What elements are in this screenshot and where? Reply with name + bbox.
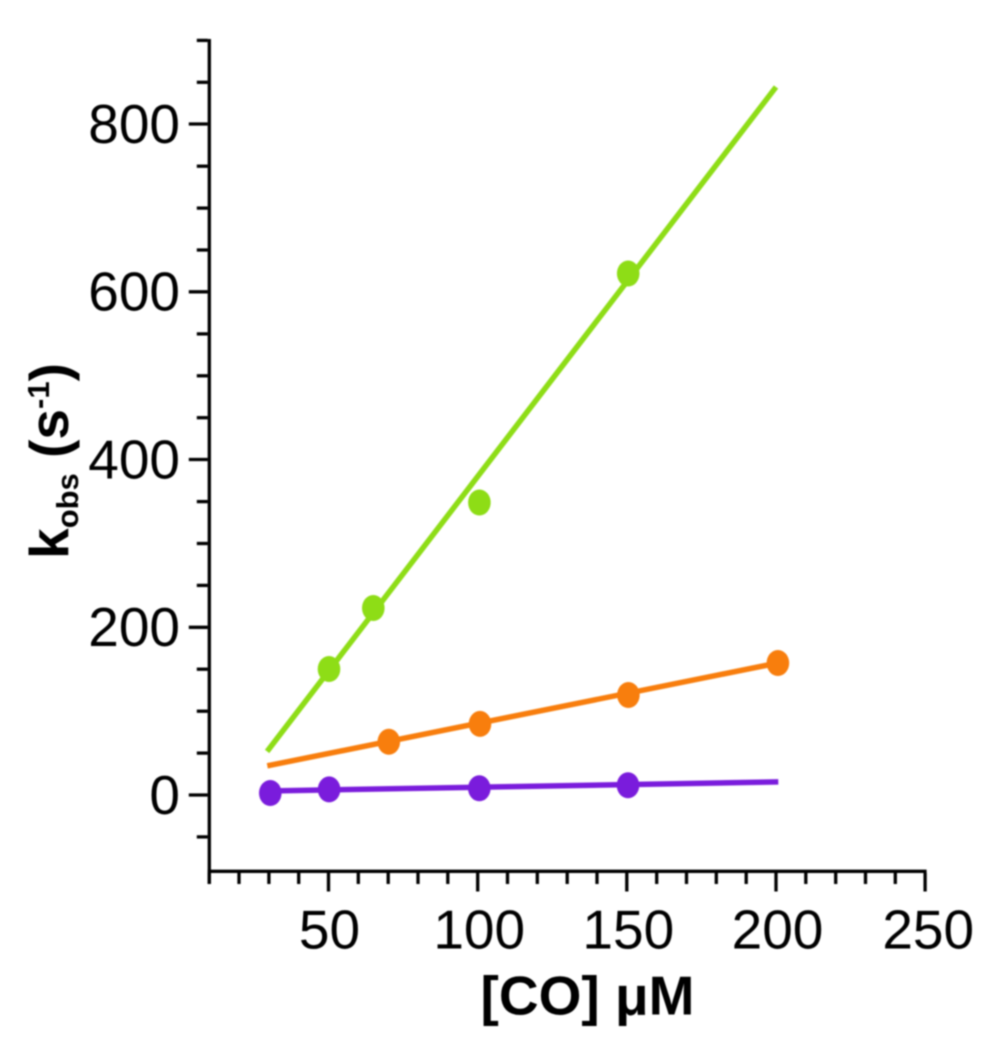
svg-text:100: 100: [433, 899, 525, 961]
svg-text:250: 250: [882, 899, 974, 961]
svg-text:200: 200: [732, 899, 824, 961]
svg-text:400: 400: [88, 428, 180, 490]
svg-text:[CO] μM: [CO] μM: [481, 965, 695, 1027]
svg-text:0: 0: [149, 764, 180, 826]
svg-text:50: 50: [299, 899, 360, 961]
svg-text:800: 800: [88, 93, 180, 155]
svg-text:150: 150: [582, 899, 674, 961]
svg-text:200: 200: [88, 596, 180, 658]
svg-text:600: 600: [88, 261, 180, 323]
